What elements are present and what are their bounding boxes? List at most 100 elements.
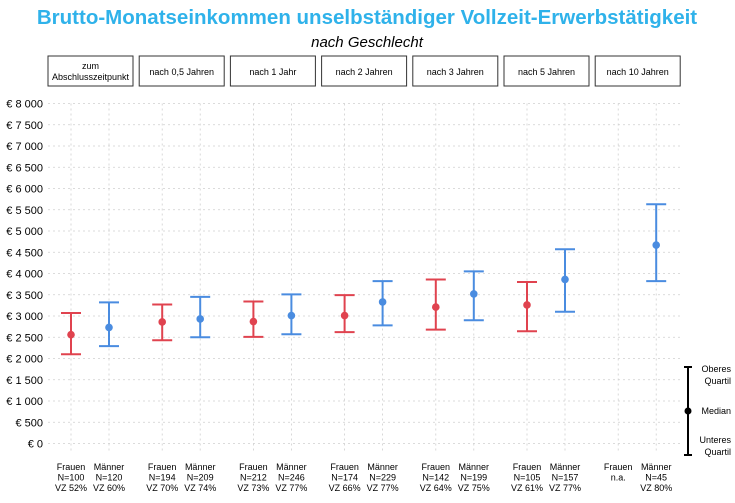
group-label: N=194 (149, 473, 176, 483)
group-label: Frauen (330, 462, 359, 472)
group-label: VZ 77% (367, 483, 399, 493)
group-label: Männer (185, 462, 216, 472)
group-label: Männer (367, 462, 398, 472)
y-tick-label: € 500 (15, 417, 43, 429)
group-label: Männer (94, 462, 125, 472)
median-point (432, 303, 440, 311)
group-label: n.a. (611, 473, 626, 483)
group-label: VZ 77% (549, 483, 581, 493)
group-label: Frauen (513, 462, 542, 472)
group-label: VZ 64% (420, 483, 452, 493)
legend-lower-label: Quartil (704, 447, 731, 457)
median-point (67, 330, 75, 339)
panel-header-label: zum (82, 61, 99, 71)
legend-upper-label: Oberes (701, 364, 731, 374)
group-label: VZ 80% (640, 483, 672, 493)
y-tick-label: € 3 500 (6, 290, 43, 302)
group-label: VZ 73% (237, 483, 269, 493)
y-tick-label: € 1 000 (6, 396, 43, 408)
y-tick-label: € 7 500 (6, 120, 43, 132)
y-axis-ticks: € 0 € 500 € 1 000 € 1 500 € 2 000 € 2 500 € 3 … (6, 99, 43, 451)
group-label: Männer (550, 462, 581, 472)
y-tick-label: € 0 (28, 439, 43, 451)
group-label: VZ 77% (275, 483, 307, 493)
panel-header-box (47, 55, 134, 87)
y-tick-label: € 4 000 (6, 269, 43, 281)
group-label: VZ 74% (184, 483, 216, 493)
median-point (105, 323, 113, 332)
panel-header-box (594, 55, 681, 87)
y-tick-label: € 2 500 (6, 332, 43, 344)
group-label: N=105 (514, 473, 541, 483)
group-label: N=174 (331, 473, 358, 483)
group-label: Männer (459, 462, 490, 472)
y-tick-label: € 6 500 (6, 162, 43, 174)
legend-median-label: Median (701, 406, 731, 416)
group-label: VZ 70% (146, 483, 178, 493)
panel-header-box (138, 55, 225, 87)
group-label: N=45 (645, 473, 667, 483)
group-label: N=212 (240, 473, 267, 483)
panel-header-label: Abschlusszeitpunkt (52, 72, 130, 82)
panel-header-box (229, 55, 316, 87)
y-tick-label: € 4 500 (6, 247, 43, 259)
median-point (158, 318, 166, 326)
panel-header-label: nach 1 Jahr (249, 67, 296, 77)
median-point (196, 315, 204, 323)
group-label: Männer (641, 462, 672, 472)
median-point (523, 301, 531, 309)
group-label: VZ 66% (329, 483, 361, 493)
group-label: N=157 (552, 473, 579, 483)
y-tick-label: € 3 000 (6, 311, 43, 323)
y-tick-label: € 8 000 (6, 99, 43, 111)
median-point (561, 275, 569, 284)
panel-header-label: nach 5 Jahren (518, 67, 575, 77)
y-tick-label: € 5 000 (6, 226, 43, 238)
grid (48, 103, 683, 452)
group-label: Frauen (57, 462, 86, 472)
panel-header-label: nach 0,5 Jahren (149, 67, 214, 77)
group-label: N=209 (187, 473, 214, 483)
group-label: Männer (276, 462, 307, 472)
group-label: Frauen (148, 462, 177, 472)
group-label: Frauen (422, 462, 451, 472)
chart-title: Brutto-Monatseinkommen unselbständiger V… (37, 6, 697, 29)
panel-header-label: nach 2 Jahren (336, 67, 393, 77)
y-tick-label: € 7 000 (6, 141, 43, 153)
group-label: N=246 (278, 473, 305, 483)
panel-header-label: nach 3 Jahren (427, 67, 484, 77)
error-bars (61, 203, 667, 356)
group-label: VZ 52% (55, 483, 87, 493)
group-label: VZ 75% (458, 483, 490, 493)
median-point (287, 311, 296, 320)
y-tick-label: € 6 000 (6, 184, 43, 196)
group-label: Frauen (604, 462, 633, 472)
group-label: VZ 61% (511, 483, 543, 493)
group-label: N=120 (96, 473, 123, 483)
y-tick-label: € 2 000 (6, 354, 43, 366)
group-label: Frauen (239, 462, 268, 472)
group-label: N=100 (58, 473, 85, 483)
median-point (652, 241, 660, 249)
panel-header-box (503, 55, 590, 87)
legend-median-point (684, 407, 692, 415)
group-label: N=142 (422, 473, 449, 483)
panel-header-label: nach 10 Jahren (607, 67, 669, 77)
median-point (249, 317, 258, 326)
median-point (340, 311, 349, 320)
chart-subtitle: nach Geschlecht (311, 34, 424, 51)
legend-lower-label: Unteres (699, 435, 731, 445)
panel-header-box (321, 55, 408, 87)
median-point (470, 290, 478, 298)
group-label: N=229 (369, 473, 396, 483)
legend: Oberes Quartil Median Unteres Quartil (684, 364, 731, 457)
median-point (378, 298, 387, 306)
panel-header-box (412, 55, 499, 87)
y-tick-label: € 5 500 (6, 205, 43, 217)
group-label: VZ 60% (93, 483, 125, 493)
legend-upper-label: Quartil (704, 376, 731, 386)
y-tick-label: € 1 500 (6, 375, 43, 387)
